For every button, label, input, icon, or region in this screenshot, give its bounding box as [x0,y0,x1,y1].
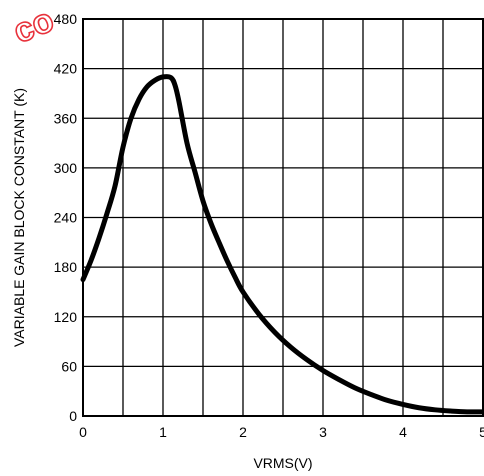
plot-frame [82,18,484,417]
y-tick-label: 120 [54,309,78,325]
grid-lines [83,19,483,416]
x-tick-label: 5 [479,424,484,440]
y-tick-label: 60 [61,358,77,374]
y-tick-label: 360 [54,110,78,126]
y-tick-label: 480 [54,11,78,27]
y-tick-label: 0 [69,408,77,424]
x-tick-label: 2 [239,424,247,440]
x-tick-label: 1 [159,424,167,440]
y-tick-label: 420 [54,61,78,77]
y-tick-label: 180 [54,259,78,275]
series-line [80,74,484,415]
y-tick-labels: 0 60 120 180 240 300 360 420 480 [54,11,78,424]
y-axis-title: VARIABLE GAIN BLOCK CONSTANT (K) [11,88,27,347]
y-tick-label: 300 [54,160,78,176]
x-tick-label: 3 [319,424,327,440]
series-group [80,74,484,415]
x-tick-labels: 0 1 2 3 4 5 [79,424,484,440]
x-axis-title: VRMS(V) [253,455,312,471]
x-tick-label: 4 [399,424,407,440]
x-tick-label: 0 [79,424,87,440]
y-tick-label: 240 [54,210,78,226]
